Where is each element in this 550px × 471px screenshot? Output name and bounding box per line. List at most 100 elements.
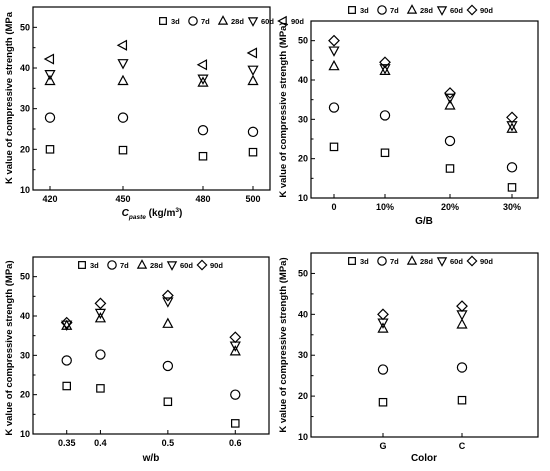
chart-panel-wb: K value of compressive strength (MPa) w/… (4, 256, 270, 464)
data-point-7d (197, 125, 209, 136)
data-point-28d (117, 74, 129, 86)
data-point-3d (378, 397, 388, 407)
data-point-90d (328, 34, 340, 47)
data-point-3d (62, 381, 71, 391)
data-point-7d (247, 126, 259, 138)
y-tick-label: 50 (20, 22, 30, 32)
data-point-7d (162, 360, 174, 372)
legend-label: 28d (150, 261, 163, 270)
data-point-3d (231, 419, 240, 428)
data-point-3d (445, 164, 455, 173)
data-point-28d (162, 317, 174, 328)
y-tick-label: 40 (298, 75, 308, 85)
data-point-7d (230, 389, 241, 400)
y-tick-label: 20 (298, 391, 308, 401)
x-tick-label: G (379, 441, 386, 451)
y-tick-label: 30 (20, 104, 30, 114)
x-axis-label-wb: w/b (142, 453, 160, 464)
legend-marker-7d (188, 16, 198, 26)
data-point-3d (118, 145, 128, 155)
data-point-7d (379, 110, 391, 121)
x-tick-label: 10% (376, 202, 394, 212)
legend-label: 3d (90, 261, 99, 270)
data-point-3d (380, 148, 390, 158)
data-point-28d (94, 312, 107, 323)
legend-paste: 3d 7d 28d 60d 90d (159, 15, 304, 27)
data-point-90d (377, 308, 389, 321)
x-tick-label: 0.35 (58, 438, 76, 448)
legend-marker-28d (217, 15, 229, 25)
legend-label: 90d (480, 6, 493, 15)
data-point-28d (247, 74, 259, 86)
legend-label: 7d (390, 257, 399, 266)
data-point-60d (44, 70, 56, 81)
legend-label: 28d (420, 257, 433, 266)
y-tick-label: 30 (298, 114, 308, 124)
y-axis-label-color: K value of compressive strength (MPa) (278, 257, 289, 432)
x-tick-label: 0 (331, 202, 336, 212)
x-axis-label-color: Color (411, 453, 437, 464)
legend-label: 7d (120, 261, 129, 270)
data-point-90d (444, 87, 456, 99)
y-tick-label: 50 (298, 36, 308, 46)
legend-label: 60d (261, 17, 274, 26)
data-point-28d (197, 76, 209, 87)
legend-label: 7d (390, 6, 399, 15)
data-point-7d (328, 102, 340, 113)
x-tick-label: 480 (195, 194, 210, 204)
data-point-28d (456, 318, 468, 329)
data-point-3d (45, 145, 55, 154)
legend-marker-60d (247, 17, 259, 27)
data-point-90d (456, 300, 468, 313)
data-point-7d (44, 112, 56, 123)
legend-label: 28d (231, 17, 244, 26)
y-axis-label-wb: K value of compressive strength (MPa) (4, 260, 15, 435)
legend-marker-60d (436, 6, 448, 16)
data-point-7d (456, 362, 468, 373)
marks-wb (60, 289, 242, 428)
y-tick-label: 10 (20, 429, 30, 439)
legend-marker-60d (166, 261, 178, 271)
data-point-3d (198, 151, 208, 161)
data-point-28d (377, 322, 389, 333)
x-tick-label: 0.4 (94, 438, 107, 448)
data-point-90d (379, 56, 391, 69)
legend-label: 3d (360, 257, 369, 266)
marks-color (377, 300, 468, 407)
data-point-7d (117, 112, 129, 123)
y-tick-label: 40 (20, 63, 30, 73)
data-point-90d (506, 111, 518, 124)
plot-frame-paste (32, 6, 271, 191)
data-point-3d (163, 397, 173, 407)
data-point-28d (444, 99, 456, 110)
plot-frame-color (310, 252, 539, 438)
y-tick-label: 20 (20, 390, 30, 400)
data-point-90d (116, 39, 128, 51)
x-tick-label: 0.5 (162, 438, 175, 448)
y-tick-label: 20 (20, 144, 30, 154)
y-tick-label: 40 (20, 311, 30, 321)
data-point-60d (247, 65, 259, 76)
data-point-7d (377, 364, 389, 375)
legend-marker-3d (78, 261, 86, 269)
legend-marker-3d (348, 6, 356, 14)
legend-label: 60d (450, 257, 463, 266)
legend-label: 90d (480, 257, 493, 266)
legend-marker-7d (107, 260, 117, 270)
x-tick-label: 450 (115, 194, 130, 204)
data-point-90d (246, 47, 258, 59)
data-point-28d (506, 122, 518, 133)
legend-marker-7d (377, 256, 387, 266)
data-point-90d (94, 297, 107, 310)
legend-marker-28d (136, 259, 148, 269)
data-point-60d (117, 59, 129, 70)
data-point-7d (444, 135, 456, 147)
legend-label: 3d (171, 17, 180, 26)
data-point-60d (94, 308, 107, 320)
x-tick-label: 0.6 (229, 438, 242, 448)
legend-label: 60d (180, 261, 193, 270)
marks-gb (328, 34, 518, 192)
legend-label: 90d (291, 17, 304, 26)
legend-color: 3d 7d 28d 60d 90d (348, 255, 493, 267)
data-point-28d (44, 74, 56, 86)
